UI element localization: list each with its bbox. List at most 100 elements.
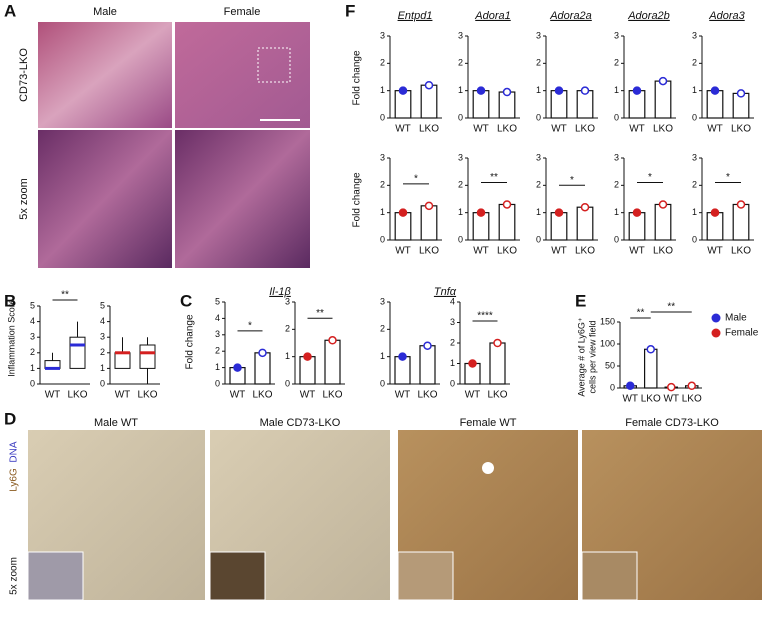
y-tick-label: 3 bbox=[380, 152, 385, 162]
y-tick-label: 1 bbox=[450, 358, 455, 368]
x-tick-label: WT bbox=[622, 394, 638, 405]
y-tick-label: 2 bbox=[380, 58, 385, 68]
y-tick-label: 0 bbox=[458, 234, 463, 244]
y-tick-label: 3 bbox=[692, 30, 697, 40]
bar-dot bbox=[710, 208, 720, 217]
x-tick-label: LKO bbox=[497, 246, 517, 257]
y-tick-label: 1 bbox=[215, 362, 220, 372]
y-tick-label: 0 bbox=[100, 378, 105, 388]
panel-label: A bbox=[4, 1, 16, 20]
y-tick-label: 1 bbox=[458, 207, 463, 217]
y-tick-label: 0 bbox=[610, 382, 615, 392]
bar-dot bbox=[493, 338, 502, 348]
y-tick-label: 2 bbox=[100, 347, 105, 357]
y-tick-label: 1 bbox=[692, 85, 697, 95]
bar-dot bbox=[476, 86, 486, 95]
bar-dot bbox=[658, 200, 668, 209]
histology-image bbox=[175, 130, 310, 268]
y-tick-label: 0 bbox=[285, 378, 290, 388]
x-tick-label: WT bbox=[551, 124, 567, 135]
gene-label: Adora2b bbox=[627, 10, 670, 22]
y-tick-label: 3 bbox=[458, 30, 463, 40]
x-tick-label: LKO bbox=[322, 390, 342, 401]
x-tick-label: WT bbox=[115, 390, 131, 401]
significance: ** bbox=[316, 308, 324, 319]
y-tick-label: 0 bbox=[380, 112, 385, 122]
y-tick-label: 2 bbox=[30, 347, 35, 357]
bar-dot bbox=[632, 208, 642, 217]
bar-dot bbox=[736, 200, 746, 209]
y-tick-label: 2 bbox=[536, 180, 541, 190]
y-tick-label: 3 bbox=[380, 296, 385, 306]
y-tick-label: 4 bbox=[450, 296, 455, 306]
box bbox=[139, 344, 156, 369]
y-tick-label: 4 bbox=[30, 316, 35, 326]
inset-label: 5x zoom bbox=[9, 557, 20, 595]
x-tick-label: LKO bbox=[682, 394, 702, 405]
bar-dot bbox=[398, 208, 408, 217]
y-tick-label: 1 bbox=[614, 207, 619, 217]
y-tick-label: 2 bbox=[380, 324, 385, 334]
x-tick-label: LKO bbox=[419, 246, 439, 257]
y-tick-label: 2 bbox=[614, 58, 619, 68]
y-tick-label: 4 bbox=[215, 313, 220, 323]
panel-label: C bbox=[180, 291, 192, 310]
y-tick-label: 3 bbox=[536, 30, 541, 40]
y-tick-label: 3 bbox=[614, 152, 619, 162]
bar-dot bbox=[502, 200, 512, 209]
gene-label: Adora1 bbox=[474, 10, 510, 22]
image-title: Male CD73-LKO bbox=[260, 417, 341, 429]
x-tick-label: LKO bbox=[137, 390, 157, 401]
legend-marker bbox=[711, 328, 721, 338]
y-tick-label: 2 bbox=[450, 337, 455, 347]
y-axis-label: Fold change bbox=[352, 172, 363, 227]
y-tick-label: 0 bbox=[692, 234, 697, 244]
panel-label: F bbox=[345, 1, 355, 20]
bar bbox=[324, 339, 341, 385]
panel-label: D bbox=[4, 409, 16, 428]
y-tick-label: 2 bbox=[285, 324, 290, 334]
bar-dot bbox=[554, 86, 564, 95]
y-tick-label: 3 bbox=[30, 332, 35, 342]
y-tick-label: 1 bbox=[692, 207, 697, 217]
image-title: Female WT bbox=[460, 417, 517, 429]
bar bbox=[420, 84, 438, 119]
significance: **** bbox=[477, 311, 493, 322]
y-tick-label: 0 bbox=[215, 378, 220, 388]
y-tick-label: 1 bbox=[30, 363, 35, 373]
y-tick-label: 0 bbox=[692, 112, 697, 122]
x-tick-label: WT bbox=[473, 124, 489, 135]
significance: * bbox=[414, 173, 418, 184]
y-tick-label: 0 bbox=[536, 112, 541, 122]
bar-dot bbox=[258, 348, 267, 358]
bar bbox=[498, 203, 516, 241]
vessel bbox=[482, 462, 494, 474]
panel-d-images bbox=[27, 430, 762, 601]
y-tick-label: 3 bbox=[614, 30, 619, 40]
bar-dot bbox=[423, 341, 432, 350]
bar-dot bbox=[658, 76, 668, 86]
x-tick-label: LKO bbox=[252, 390, 272, 401]
bar-dot bbox=[646, 345, 655, 354]
x-tick-label: WT bbox=[395, 246, 411, 257]
y-tick-label: 2 bbox=[380, 180, 385, 190]
row-label: 5x zoom bbox=[18, 178, 30, 220]
stain-label: Ly6G bbox=[9, 468, 20, 492]
y-tick-label: 50 bbox=[605, 360, 615, 370]
bar bbox=[489, 342, 506, 385]
bar bbox=[732, 203, 750, 241]
x-tick-label: LKO bbox=[653, 124, 673, 135]
histology-image bbox=[175, 22, 310, 128]
y-tick-label: 4 bbox=[100, 316, 105, 326]
y-tick-label: 2 bbox=[692, 58, 697, 68]
y-axis-label: cells per view field bbox=[587, 320, 597, 393]
x-tick-label: LKO bbox=[575, 246, 595, 257]
y-tick-label: 3 bbox=[285, 296, 290, 306]
stain-label: DNA bbox=[9, 441, 20, 462]
y-tick-label: 2 bbox=[215, 346, 220, 356]
y-tick-label: 0 bbox=[614, 112, 619, 122]
y-tick-label: 1 bbox=[536, 207, 541, 217]
y-tick-label: 1 bbox=[380, 207, 385, 217]
histology-image bbox=[38, 130, 172, 268]
